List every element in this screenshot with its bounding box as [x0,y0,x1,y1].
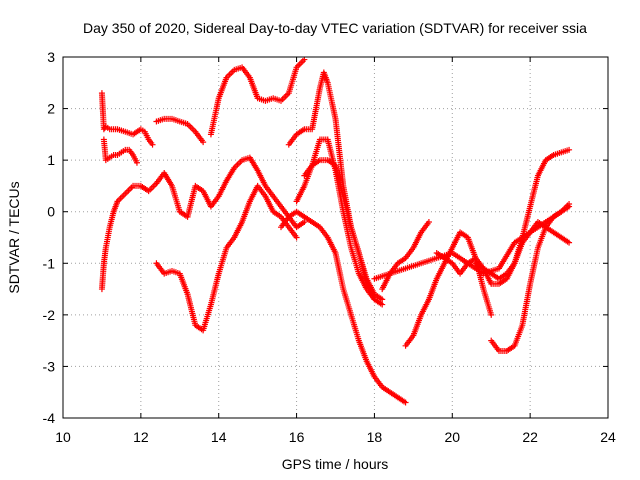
data-point [149,141,156,148]
data-point [402,399,409,406]
data-point [371,296,378,303]
series-track-d [153,182,300,334]
series-track-j [278,208,409,406]
y-tick-label: -4 [43,410,56,426]
data-point [301,219,308,226]
x-tick-label: 22 [522,429,538,445]
y-tick-label: 2 [47,101,55,117]
data-point [200,139,207,146]
data-point [301,56,308,63]
y-axis-label: SDTVAR / TECUs [6,181,22,293]
data-point [379,296,386,303]
y-tick-label: -1 [43,255,56,271]
x-tick-label: 10 [55,429,71,445]
series-track-b [100,136,140,166]
y-tick-label: -2 [43,307,56,323]
data-point [566,203,573,210]
x-tick-label: 24 [600,429,616,445]
data-point [566,146,573,153]
data-point [379,301,386,308]
plot-frame [62,56,609,419]
y-tick-label: 3 [47,49,55,65]
series-track-a [98,90,156,148]
chart-title: Day 350 of 2020, Sidereal Day-to-day VTE… [83,20,587,36]
data-point [293,234,300,241]
x-axis-label: GPS time / hours [282,456,389,472]
series-track-l [379,219,432,293]
data-point [488,311,495,318]
series-track-c [98,154,308,293]
y-tick-label: 1 [47,152,55,168]
x-tick-label: 12 [133,429,149,445]
data-point [566,239,573,246]
x-tick-label: 18 [367,429,383,445]
y-tick-label: -3 [43,358,56,374]
x-tick-label: 20 [444,429,460,445]
series-track-p [488,203,573,354]
y-tick-label: 0 [47,204,55,220]
series-track-i [301,157,378,303]
series-track-f [207,56,308,138]
series-track-o [472,146,573,282]
x-tick-label: 16 [289,429,305,445]
series-track-e [153,115,207,146]
data-point [133,159,140,166]
x-tick-label: 14 [211,429,227,445]
data-points [98,56,573,406]
data-point [425,219,432,226]
